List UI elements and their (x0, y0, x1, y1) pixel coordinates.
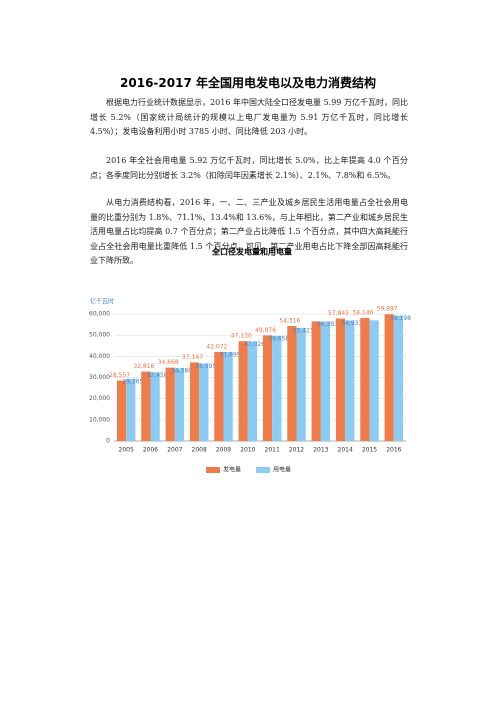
x-tick-label: 2016 (386, 447, 401, 454)
x-tick-label: 2015 (362, 447, 377, 454)
bar (335, 318, 346, 441)
bar (311, 321, 321, 441)
bar (384, 314, 394, 441)
y-tick-label: 0 (106, 438, 110, 445)
legend-swatch (206, 467, 220, 473)
value-label: 58,146 (352, 309, 373, 316)
x-tick-label: 2006 (143, 447, 158, 454)
bar (296, 327, 306, 441)
paragraph: 2016 年全社会用电量 5.92 万亿千瓦时，同比增长 5.0%，比上年提高 … (90, 156, 408, 180)
value-label: 29,365 (122, 378, 143, 385)
value-label: 49,876 (255, 327, 276, 334)
value-label: 54,316 (279, 318, 300, 325)
legend-label: 发电量 (223, 466, 241, 474)
value-label: 56,933 (341, 320, 362, 327)
bar (393, 315, 404, 441)
bar (345, 320, 355, 441)
bar (189, 362, 200, 441)
value-label: 53,423 (293, 327, 314, 334)
value-label: 36,595 (195, 363, 216, 370)
bar (141, 371, 151, 441)
chart-title: 全口径发电量和用电量 (211, 247, 292, 257)
value-label: 59,198 (390, 315, 411, 322)
paragraph: 从电力消费结构看，2016 年，一、二、三产业及城乡居民生活用电量占全社会用电量… (90, 198, 408, 265)
legend-swatch (256, 467, 270, 473)
value-label: 47,026 (244, 341, 265, 348)
bar (238, 341, 248, 441)
value-label: 47,130 (231, 333, 252, 340)
bar (262, 335, 273, 441)
bar (272, 335, 282, 441)
bar (165, 367, 175, 441)
x-tick-label: 2010 (240, 447, 255, 454)
chart: 全口径发电量和用电量 亿千瓦时 0 10,000 20,000 30,000 40,00… (89, 247, 411, 474)
x-tick-label: 2009 (216, 447, 231, 454)
y-axis-label: 亿千瓦时 (90, 298, 114, 306)
value-label: 42,072 (206, 343, 227, 350)
bar (247, 341, 258, 441)
value-label: 28,557 (109, 372, 130, 379)
bar (223, 352, 233, 441)
x-tick-label: 2011 (265, 447, 280, 454)
bar (320, 321, 331, 441)
y-tick-label: 10,000 (89, 416, 110, 423)
paragraph: 根据电力行业统计数据显示，2016 年中国大陆全口径发电量 5.99 万亿千瓦时… (90, 98, 408, 136)
bar (116, 380, 127, 441)
bar (214, 351, 224, 441)
x-tick-label: 2005 (119, 447, 134, 454)
value-label: 49,658 (268, 335, 289, 342)
value-label: 56,393 (317, 321, 338, 328)
y-tick-label: 20,000 (89, 395, 110, 402)
bar (369, 320, 379, 441)
y-tick-label: 30,000 (89, 374, 110, 381)
x-tick-label: 2007 (167, 447, 182, 454)
x-tick-label: 2014 (338, 447, 353, 454)
bar (174, 368, 185, 441)
value-label: 59,897 (377, 306, 398, 313)
value-label: 57,845 (328, 310, 349, 317)
doc-title: 2016-2017 年全国用电发电以及电力消费结构 (120, 76, 376, 90)
value-label: 34,380 (171, 368, 192, 375)
bar (360, 317, 370, 441)
value-label: 37,147 (182, 354, 203, 361)
value-label: 41,999 (220, 352, 241, 359)
value-label: 32,816 (133, 363, 154, 370)
bar (199, 363, 209, 441)
x-tick-label: 2013 (313, 447, 328, 454)
y-tick-label: 40,000 (89, 353, 110, 360)
y-tick-label: 50,000 (89, 332, 110, 339)
bar (150, 372, 160, 441)
y-tick-label: 60,000 (89, 311, 110, 318)
value-label: 32,458 (147, 372, 168, 379)
bar (287, 326, 297, 441)
x-tick-label: 2008 (192, 447, 207, 454)
legend-label: 用电量 (273, 466, 291, 474)
value-label: 34,668 (158, 359, 179, 366)
bar (126, 378, 136, 441)
x-tick-label: 2012 (289, 447, 304, 454)
